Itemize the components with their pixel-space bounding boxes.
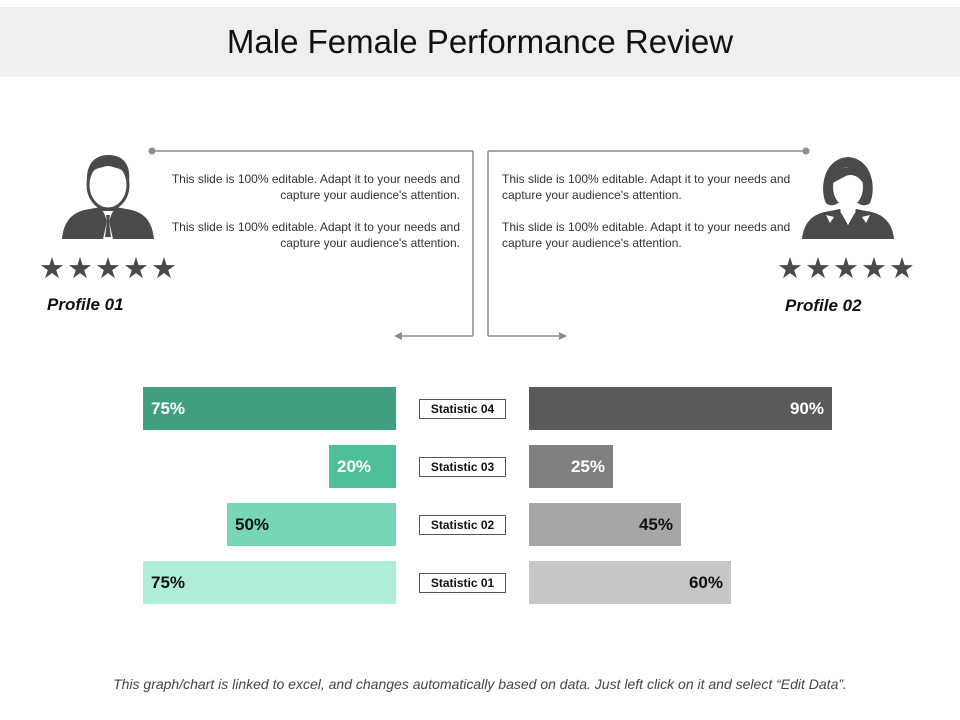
left-connector: [152, 150, 474, 337]
bar-profile-01: 75%: [143, 387, 396, 430]
star-icon: ★: [95, 253, 121, 285]
arrow-left-icon: [394, 332, 402, 340]
bar-value-label: 75%: [151, 573, 186, 592]
description-paragraph: This slide is 100% editable. Adapt it to…: [171, 220, 460, 250]
page-title: Male Female Performance Review: [226, 23, 734, 60]
bar-profile-02: 25%: [529, 445, 613, 488]
category-label: Statistic 02: [419, 515, 506, 535]
bar-value-label: 50%: [235, 515, 270, 534]
star-icon: ★: [777, 253, 803, 285]
connector-dot: [802, 147, 810, 155]
description-paragraph: This slide is 100% editable. Adapt it to…: [502, 172, 791, 202]
bar-value-label: 60%: [688, 573, 723, 592]
description-paragraph: This slide is 100% editable. Adapt it to…: [171, 172, 460, 202]
connector-dot: [148, 147, 156, 155]
star-icon: ★: [67, 253, 93, 285]
profile-01-description: This slide is 100% editable. Adapt it to…: [160, 171, 460, 267]
category-label: Statistic 03: [419, 457, 506, 477]
bar-profile-01: 20%: [329, 445, 396, 488]
star-icon: ★: [805, 253, 831, 285]
title-band: Male Female Performance Review: [0, 7, 960, 77]
profile-01-rating-stars: ★★★★★: [38, 255, 178, 284]
bar-profile-02: 90%: [529, 387, 832, 430]
category-label: Statistic 01: [419, 573, 506, 593]
male-user-icon: [62, 155, 154, 239]
footer-note: This graph/chart is linked to excel, and…: [113, 676, 847, 692]
category-label: Statistic 04: [419, 399, 506, 419]
profile-02-description: This slide is 100% editable. Adapt it to…: [502, 171, 797, 267]
profile-01-label: Profile 01: [47, 295, 124, 314]
bar-value-label: 20%: [337, 457, 372, 476]
bar-profile-01: 75%: [143, 561, 396, 604]
bar-value-label: 90%: [789, 399, 824, 418]
star-icon: ★: [833, 253, 859, 285]
bar-value-label: 25%: [570, 457, 605, 476]
star-icon: ★: [151, 253, 177, 285]
star-icon: ★: [123, 253, 149, 285]
bar-profile-02: 45%: [529, 503, 681, 546]
arrow-right-icon: [559, 332, 567, 340]
bar-value-label: 45%: [638, 515, 673, 534]
bar-profile-02: 60%: [529, 561, 731, 604]
bar-profile-01: 50%: [227, 503, 396, 546]
star-icon: ★: [39, 253, 65, 285]
bar-value-label: 75%: [151, 399, 186, 418]
profile-02-rating-stars: ★★★★★: [776, 255, 916, 284]
right-connector: [487, 150, 806, 337]
star-icon: ★: [889, 253, 915, 285]
profile-02-label: Profile 02: [785, 296, 862, 315]
female-user-icon: [802, 157, 894, 239]
description-paragraph: This slide is 100% editable. Adapt it to…: [502, 220, 791, 250]
star-icon: ★: [861, 253, 887, 285]
